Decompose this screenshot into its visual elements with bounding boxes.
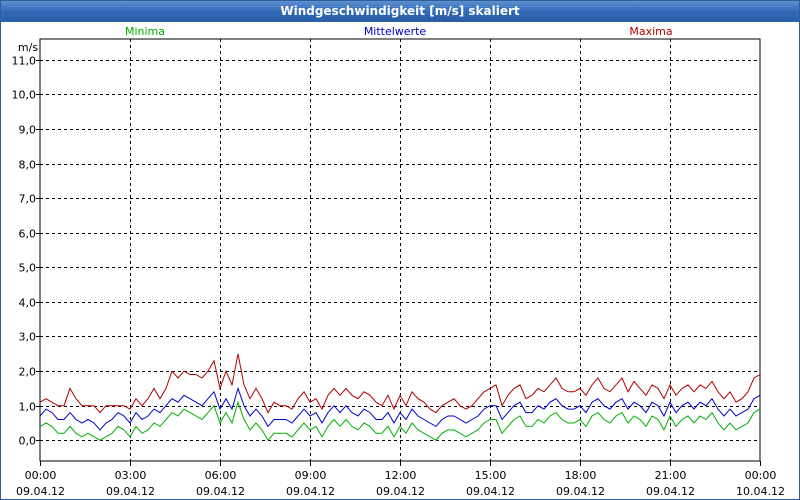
y-tick-label: 1,0 (19, 401, 37, 414)
x-tick-label-time: 15:00 (475, 469, 507, 482)
x-tick-label-date: 10.04.12 (736, 485, 785, 498)
x-tick-label-time: 18:00 (565, 469, 597, 482)
y-tick-label: 7,0 (19, 193, 37, 206)
y-tick-label: 3,0 (19, 331, 37, 344)
y-axis-label: m/s (18, 41, 38, 54)
x-tick-label-time: 21:00 (655, 469, 687, 482)
x-tick-label-time: 00:00 (745, 469, 777, 482)
x-tick-label-date: 09.04.12 (196, 485, 245, 498)
x-tick-label-date: 09.04.12 (376, 485, 425, 498)
x-tick-label-date: 09.04.12 (16, 485, 65, 498)
window-title: Windgeschwindigkeit [m/s] skaliert (1, 1, 799, 22)
y-tick-label: 6,0 (19, 228, 37, 241)
x-tick-label-time: 00:00 (25, 469, 57, 482)
y-tick-label: 8,0 (19, 159, 37, 172)
series-maxima (39, 353, 761, 414)
y-tick-label: 4,0 (19, 297, 37, 310)
x-tick-label-time: 12:00 (385, 469, 417, 482)
x-tick-label-date: 09.04.12 (106, 485, 155, 498)
y-tick-label: 11,0 (12, 55, 37, 68)
y-tick-label: 10,0 (12, 89, 37, 102)
x-tick-label-date: 09.04.12 (286, 485, 335, 498)
legend-maxima: Maxima (629, 25, 672, 38)
x-tick-label-time: 03:00 (115, 469, 147, 482)
x-tick-label-date: 09.04.12 (556, 485, 605, 498)
y-tick-label: 9,0 (19, 124, 37, 137)
y-tick-label: 0,0 (19, 435, 37, 448)
y-tick-label: 2,0 (19, 366, 37, 379)
x-tick-label-time: 06:00 (205, 469, 237, 482)
legend-minima: Minima (125, 25, 165, 38)
x-tick-label-date: 09.04.12 (466, 485, 515, 498)
x-tick-label-date: 09.04.12 (646, 485, 695, 498)
x-tick-label-time: 09:00 (295, 469, 327, 482)
legend-mittelwerte: Mittelwerte (364, 25, 427, 38)
y-tick-label: 5,0 (19, 262, 37, 275)
series-minima (39, 400, 761, 442)
series-mittelwerte (39, 386, 761, 431)
